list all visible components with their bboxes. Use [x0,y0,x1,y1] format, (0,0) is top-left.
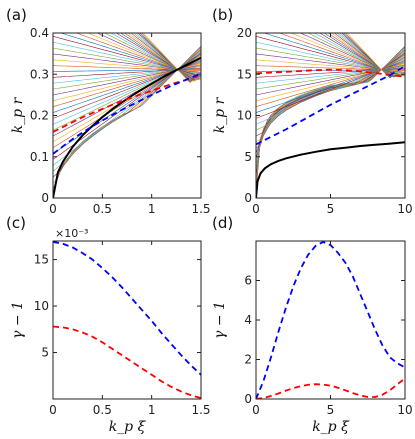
trajectory-line [323,33,405,76]
x-axis-label: k_p ξ [109,419,147,435]
y-tick-label: 0.1 [30,150,49,164]
y-tick-label: 2 [244,353,252,367]
series-line-1 [256,377,405,399]
trajectory-line [330,33,405,77]
trajectory-line [142,33,201,84]
trajectory-line [336,33,405,78]
y-tick-label: 5 [244,150,252,164]
series-line-1 [256,68,405,78]
x-tick-label: 1.5 [191,202,210,216]
y-axis-label: γ − 1 [212,301,228,339]
y-axis-label: k_p r [10,96,26,133]
x-tick-label: 1.5 [191,403,210,417]
y-tick-label: 0.2 [30,109,49,123]
panel-label: (b) [212,6,233,24]
y-tick-label: 20 [237,26,252,40]
y-tick-label: 0.4 [30,26,49,40]
y-tick-label: 15 [237,67,252,81]
series-line-2 [256,65,405,146]
y-tick-label: 0.3 [30,67,49,81]
plot-area [256,33,405,198]
panel-c: 0 0.5 1 1.5 5 10 15 ×10⁻³ (c) γ − 1 k_p ξ [6,214,211,435]
series-line-0 [256,141,405,198]
panel-label: (d) [212,214,233,232]
trajectory-line [290,33,405,77]
trajectory-line [346,33,405,76]
y-axis-label: γ − 1 [10,301,26,339]
y-tick-label: 10 [237,109,252,123]
series-line-0 [53,56,201,198]
series-line-2 [53,72,201,155]
panel-d: 0 5 10 0 2 4 6 (d) γ − 1 k_p ξ [212,214,413,435]
x-tick-label: 10 [397,403,412,417]
y-multiplier: ×10⁻³ [55,227,88,240]
trajectory-line [333,33,405,77]
x-tick-label: 5 [327,403,335,417]
axes-frame [52,32,202,199]
x-tick-label: 0.5 [93,403,112,417]
y-tick-label: 15 [34,253,49,267]
x-axis-label: k_p ξ [312,419,350,435]
trajectory-line [341,33,405,78]
y-tick-label: 0 [41,191,49,205]
panel-a: 0 0.5 1 1.5 0 0.1 0.2 0.3 0.4(a) k_p r [6,6,211,216]
panel-label: (a) [6,6,27,24]
x-tick-label: 0 [49,403,57,417]
x-tick-label: 0.5 [93,202,112,216]
x-tick-label: 0 [252,403,260,417]
plot-area [53,33,201,198]
trajectory-line [115,33,201,80]
trajectory-line [327,33,405,76]
panel-b: 0 5 10 0 5 10 15 20 (b) k_p r [212,6,413,216]
plot-area [53,241,201,399]
y-axis-label: k_p r [212,96,228,133]
y-tick-label: 0 [244,191,252,205]
x-tick-label: 1 [148,202,156,216]
x-tick-label: 0 [252,202,260,216]
series-line-0 [53,241,201,376]
x-tick-label: 10 [397,202,412,216]
series-line-1 [53,325,201,399]
y-tick-label: 0 [244,392,252,406]
series-line-1 [53,74,201,133]
series-line-0 [256,241,405,399]
panel-label: (c) [6,214,26,232]
y-tick-label: 4 [244,313,252,327]
x-tick-label: 0 [49,202,57,216]
y-tick-label: 5 [41,346,49,360]
trajectory-line [344,33,405,76]
trajectory-bundle [256,33,405,195]
trajectory-line [313,33,405,77]
plot-area [256,241,405,399]
axes-frame [52,240,202,400]
trajectory-bundle [53,33,201,195]
y-tick-label: 10 [34,299,49,313]
x-tick-label: 1 [148,403,156,417]
x-tick-label: 5 [327,202,335,216]
axes-frame [255,240,406,400]
y-tick-label: 6 [244,274,252,288]
